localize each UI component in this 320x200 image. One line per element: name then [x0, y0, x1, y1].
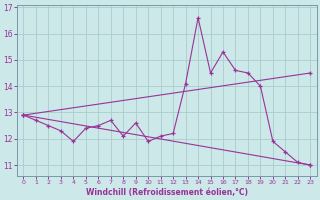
X-axis label: Windchill (Refroidissement éolien,°C): Windchill (Refroidissement éolien,°C): [86, 188, 248, 197]
